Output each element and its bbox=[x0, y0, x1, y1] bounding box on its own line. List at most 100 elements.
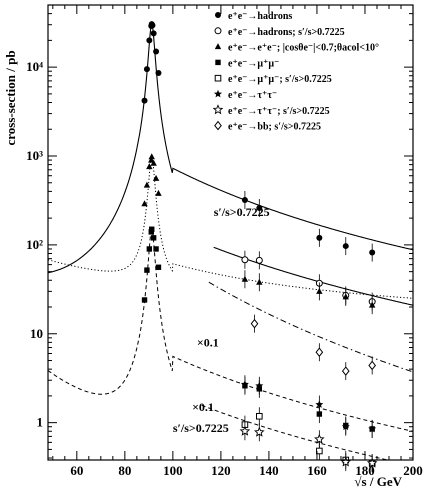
y-axis-title: cross-section / pb bbox=[3, 50, 18, 145]
legend-marker bbox=[214, 27, 222, 35]
data-point bbox=[256, 205, 263, 212]
series-6 bbox=[239, 422, 378, 473]
data-point bbox=[149, 22, 156, 29]
legend-marker bbox=[215, 12, 221, 18]
bb-curve bbox=[208, 281, 414, 373]
data-point bbox=[141, 297, 148, 303]
legend-marker bbox=[215, 59, 221, 66]
annotation-label: ×0.1 bbox=[192, 400, 214, 414]
x-tick-label: 180 bbox=[355, 463, 375, 478]
series-5 bbox=[240, 375, 377, 438]
x-tick-label: 100 bbox=[163, 463, 183, 478]
data-point bbox=[152, 174, 160, 181]
data-point bbox=[146, 163, 153, 170]
data-point bbox=[148, 153, 155, 160]
annotation-label: s′/s>0.7225 bbox=[214, 205, 270, 219]
data-point bbox=[316, 411, 323, 417]
data-point bbox=[342, 243, 349, 250]
data-point bbox=[240, 380, 249, 388]
legend-label: e⁺e⁻→μ⁺μ⁻; s′/s>0.7225 bbox=[228, 74, 332, 85]
x-tick-label: 60 bbox=[70, 463, 83, 478]
data-point bbox=[341, 422, 350, 431]
annotation-label: ×0.1 bbox=[197, 335, 219, 349]
data-point bbox=[150, 159, 157, 166]
bhabha-curve bbox=[47, 155, 414, 299]
data-point bbox=[340, 456, 352, 467]
data-point bbox=[239, 425, 251, 436]
data-point bbox=[141, 97, 148, 104]
data-point bbox=[155, 69, 162, 76]
legend-marker bbox=[212, 104, 224, 115]
data-point bbox=[144, 267, 150, 273]
hadrons-cut-curve bbox=[213, 246, 414, 306]
series-7 bbox=[250, 314, 377, 381]
x-tick-label: 120 bbox=[211, 463, 231, 478]
data-point bbox=[146, 37, 153, 44]
x-tick-label: 140 bbox=[259, 463, 279, 478]
legend-label: e⁺e⁻→τ⁺τ⁻ bbox=[228, 90, 277, 101]
x-tick-label: 200 bbox=[403, 463, 423, 478]
data-point bbox=[143, 181, 151, 188]
data-point bbox=[241, 256, 249, 264]
data-point bbox=[342, 293, 349, 300]
y-tick-label: 10³ bbox=[26, 148, 43, 163]
legend-label: e⁺e⁻→hadrons bbox=[228, 11, 292, 22]
data-point bbox=[148, 156, 155, 163]
series-1 bbox=[241, 250, 376, 311]
annotation-label: s′/s>0.7225 bbox=[173, 421, 229, 435]
data-point bbox=[150, 235, 157, 241]
data-point bbox=[150, 30, 157, 37]
legend-marker bbox=[214, 89, 222, 98]
data-point bbox=[366, 457, 378, 468]
data-point bbox=[254, 426, 265, 437]
legend-marker bbox=[214, 74, 222, 82]
y-tick-label: 10² bbox=[26, 237, 43, 252]
data-point bbox=[316, 287, 323, 294]
data-point bbox=[143, 66, 150, 73]
data-point bbox=[153, 48, 160, 55]
plot-frame bbox=[47, 4, 414, 461]
y-tick-label: 10⁴ bbox=[26, 59, 43, 74]
data-point bbox=[155, 189, 162, 196]
legend: e⁺e⁻→hadrons e⁺e⁻→hadrons; s′/s>0.7225 e⁺e… bbox=[212, 11, 379, 133]
data-point bbox=[241, 196, 248, 203]
data-point bbox=[314, 433, 325, 444]
data-point bbox=[341, 366, 350, 376]
data-point bbox=[149, 226, 155, 232]
legend-marker bbox=[214, 120, 222, 131]
legend-label: e⁺e⁻→hadrons; s′/s>0.7225 bbox=[228, 27, 345, 38]
axes: 60 80 100 120 140 160 180 200 1 10 10² 10³ 10⁴ bbox=[26, 4, 423, 478]
data-point bbox=[241, 275, 249, 282]
data-point bbox=[368, 424, 377, 433]
data-point bbox=[256, 412, 263, 420]
data-point bbox=[316, 234, 323, 241]
data-points bbox=[141, 21, 378, 473]
data-point bbox=[256, 278, 263, 285]
mumu-curve bbox=[47, 227, 414, 432]
mumu-cut-curve bbox=[201, 404, 388, 461]
x-axis-title: √s / GeV bbox=[354, 474, 402, 489]
hadrons-curve bbox=[47, 23, 414, 274]
data-point bbox=[153, 246, 159, 252]
data-point bbox=[315, 347, 324, 358]
data-point bbox=[368, 360, 377, 371]
data-point bbox=[368, 301, 376, 308]
legend-label: e⁺e⁻→μ⁺μ⁻ bbox=[228, 58, 279, 69]
data-point bbox=[155, 264, 162, 270]
data-point bbox=[255, 256, 263, 264]
data-point bbox=[146, 246, 153, 252]
legend-label: e⁺e⁻→bb; s′/s>0.7225 bbox=[228, 122, 321, 133]
legend-marker bbox=[214, 43, 222, 50]
x-tick-label: 80 bbox=[118, 463, 131, 478]
legend-label: e⁺e⁻→e⁺e⁻; |cosθe⁻|<0.7;θacol<10° bbox=[228, 43, 379, 54]
series-0 bbox=[141, 21, 376, 262]
series-2 bbox=[141, 153, 376, 315]
data-point bbox=[369, 249, 376, 256]
data-point bbox=[141, 200, 148, 207]
y-tick-label: 10 bbox=[30, 326, 43, 341]
data-point bbox=[255, 381, 264, 390]
annotations: s′/s>0.7225 ×0.1 ×0.1 s′/s>0.7225 bbox=[173, 205, 270, 435]
x-tick-label: 160 bbox=[307, 463, 327, 478]
legend-label: e⁺e⁻→τ⁺τ⁻; s′/s>0.7225 bbox=[228, 106, 330, 117]
